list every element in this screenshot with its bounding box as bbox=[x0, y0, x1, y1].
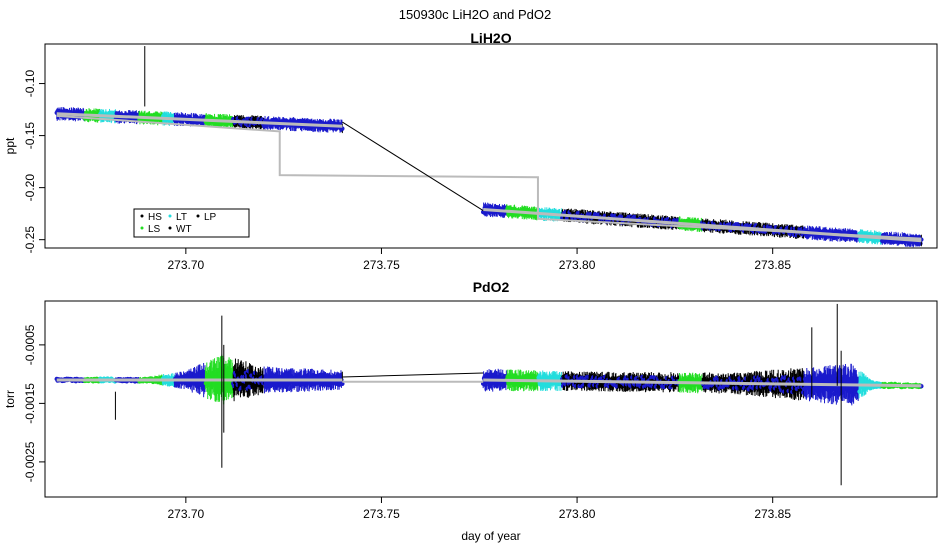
x-tick-label: 273.80 bbox=[559, 507, 596, 521]
x-tick-label: 273.85 bbox=[754, 507, 791, 521]
data-marks bbox=[54, 303, 924, 486]
legend-marker bbox=[168, 226, 172, 230]
panel-title: PdO2 bbox=[473, 279, 510, 295]
mean-line bbox=[483, 378, 922, 388]
x-tick-label: 273.75 bbox=[363, 258, 400, 272]
x-tick-label: 273.75 bbox=[363, 507, 400, 521]
black-connector-line bbox=[342, 121, 484, 211]
panel-title: LiH2O bbox=[470, 30, 511, 46]
legend-marker bbox=[140, 226, 144, 230]
plot-frame bbox=[44, 300, 938, 498]
legend-label: LP bbox=[204, 212, 217, 223]
legend-marker bbox=[168, 214, 172, 218]
y-tick-label: -0.10 bbox=[23, 70, 37, 98]
x-tick-label: 273.80 bbox=[559, 258, 596, 272]
y-axis-label: ppt bbox=[3, 137, 17, 154]
y-tick-label: -0.20 bbox=[23, 174, 37, 202]
plot-frame bbox=[44, 43, 938, 249]
y-tick-label: -0.15 bbox=[23, 122, 37, 150]
x-tick-label: 273.85 bbox=[754, 258, 791, 272]
legend-marker bbox=[140, 214, 144, 218]
legend-label: WT bbox=[176, 224, 192, 235]
x-tick-label: 273.70 bbox=[167, 507, 204, 521]
legend-marker bbox=[196, 214, 200, 218]
y-tick-label: -0.0015 bbox=[23, 383, 37, 424]
y-axis-label: torr bbox=[3, 390, 17, 408]
x-axis-label: day of year bbox=[461, 529, 520, 543]
legend-label: HS bbox=[148, 212, 162, 223]
x-tick-label: 273.70 bbox=[167, 258, 204, 272]
pdo2-panel: PdO2 273.70 273.75 273.80 273.85 -0.0005 -0.00… bbox=[3, 279, 938, 543]
mean-line bbox=[56, 112, 343, 128]
grey-connector-line bbox=[56, 114, 922, 240]
legend-box bbox=[133, 208, 250, 238]
black-connector-line bbox=[342, 372, 484, 378]
lih2o-panel: LiH2O 273.70 273.75 273.80 273.85 -0.10 -0.15 -… bbox=[3, 30, 938, 272]
y-tick-label: -0.0025 bbox=[23, 441, 37, 482]
y-tick-label: -0.25 bbox=[23, 226, 37, 254]
legend-label: LS bbox=[148, 224, 161, 235]
figure-title: 150930c LiH2O and PdO2 bbox=[399, 7, 552, 22]
legend-label: LT bbox=[176, 212, 187, 223]
legend: HS LT LP LS WT bbox=[133, 208, 250, 238]
y-tick-label: -0.0005 bbox=[23, 324, 37, 365]
